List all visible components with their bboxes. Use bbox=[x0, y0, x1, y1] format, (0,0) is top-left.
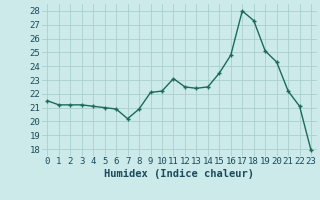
X-axis label: Humidex (Indice chaleur): Humidex (Indice chaleur) bbox=[104, 169, 254, 179]
